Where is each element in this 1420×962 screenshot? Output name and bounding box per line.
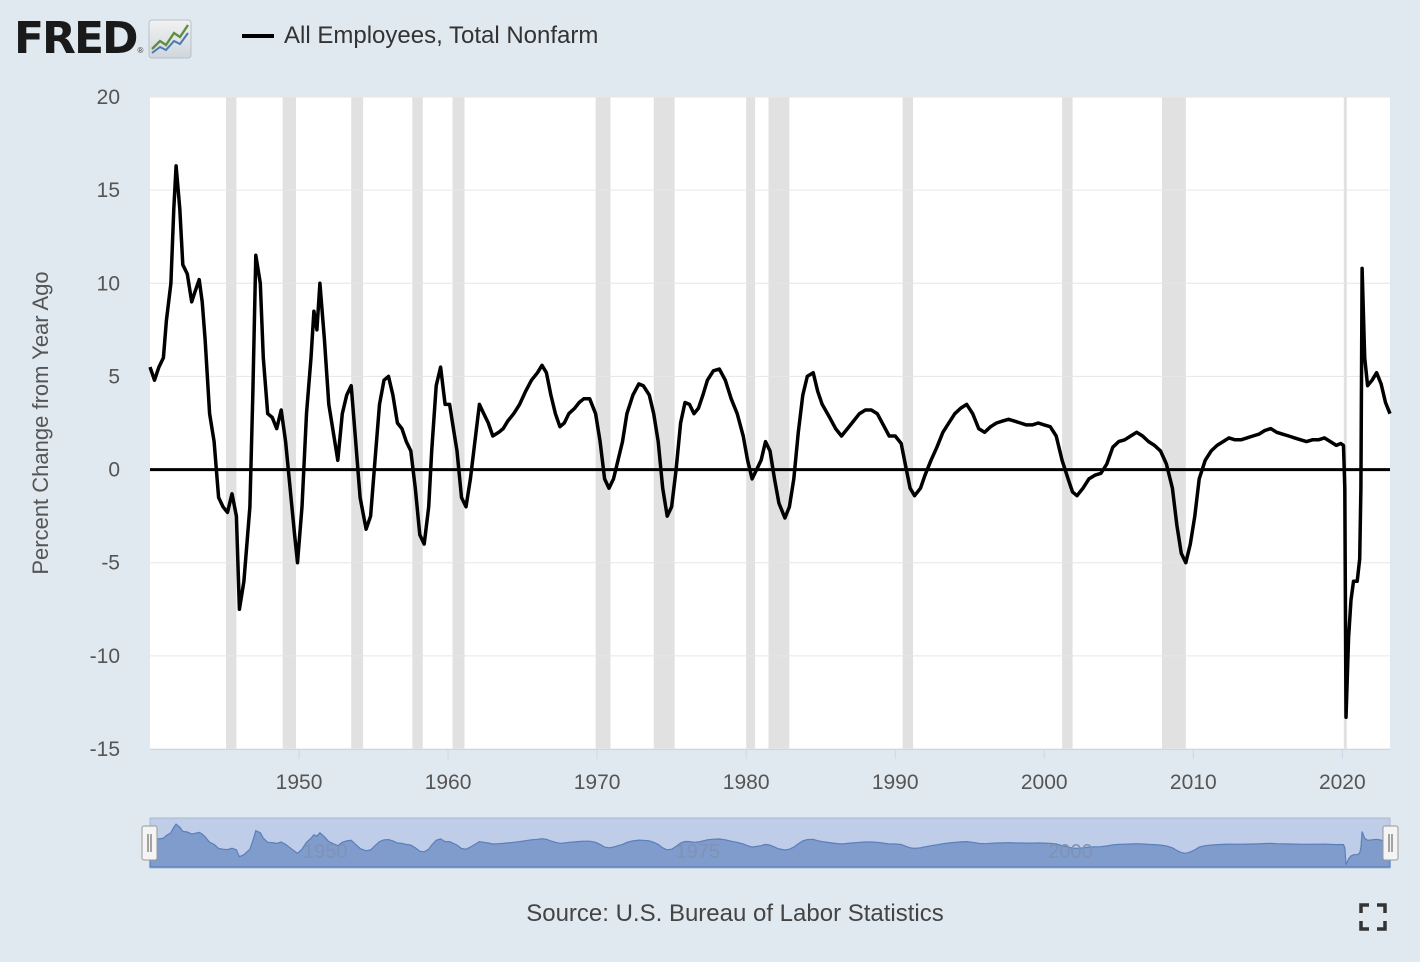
y-tick-label: 15	[97, 179, 120, 202]
x-tick-label: 2010	[1170, 771, 1217, 794]
y-axis-ticks: 20 15 10 5 0 -5 -10 -15	[90, 86, 120, 761]
recession-band	[595, 97, 611, 749]
recession-band	[282, 97, 297, 749]
legend-line-swatch	[242, 34, 274, 38]
recession-band	[1062, 97, 1073, 749]
navigator-series	[149, 823, 1391, 868]
recession-band	[1161, 97, 1186, 749]
fred-logo[interactable]: FRED ®	[14, 17, 192, 61]
legend-series-label: All Employees, Total Nonfarm	[284, 22, 599, 49]
y-tick-label: 0	[108, 459, 120, 482]
navigator-area	[149, 823, 1391, 868]
series-line-group	[148, 164, 1392, 720]
y-axis-title: Percent Change from Year Ago	[28, 271, 53, 574]
recession-band	[746, 97, 756, 749]
x-tick-label: 1960	[425, 771, 472, 794]
range-navigator[interactable]: 1950 1975 2000	[141, 817, 1399, 869]
chart-header: FRED ®	[14, 14, 192, 64]
y-tick-label: 10	[97, 272, 120, 295]
navigator-left-handle[interactable]	[141, 825, 158, 861]
recession-band	[351, 97, 364, 749]
fullscreen-icon	[1359, 903, 1387, 931]
source-note: Source: U.S. Bureau of Labor Statistics	[526, 900, 944, 927]
x-tick-label: 1970	[574, 771, 621, 794]
recession-band	[226, 97, 237, 749]
registered-mark: ®	[137, 46, 144, 55]
navigator-right-handle[interactable]	[1382, 825, 1399, 861]
recession-band	[768, 97, 790, 749]
series-line	[148, 164, 1392, 720]
x-tick-label: 1980	[723, 771, 770, 794]
recession-band	[653, 97, 675, 749]
recession-bands	[226, 97, 1347, 749]
x-tick-label: 1950	[276, 771, 323, 794]
x-tick-label: 2020	[1319, 771, 1366, 794]
y-tick-label: -5	[101, 552, 120, 575]
x-tick-label: 1990	[872, 771, 919, 794]
recession-band	[412, 97, 423, 749]
grid-lines	[150, 96, 1390, 750]
y-tick-label: 5	[108, 365, 120, 388]
x-axis-ticks: 1950 1960 1970 1980 1990 2000 2010 2020	[276, 749, 1366, 794]
fullscreen-button[interactable]	[1358, 902, 1388, 932]
navigator-labels: 1950 1975 2000	[303, 841, 1093, 863]
navigator-tick-label: 1950	[303, 841, 348, 863]
navigator-tick-label: 2000	[1048, 841, 1093, 863]
y-tick-label: -10	[90, 645, 120, 668]
y-tick-label: -15	[90, 738, 120, 761]
navigator-tick-label: 1975	[676, 841, 721, 863]
line-graph-icon	[148, 19, 192, 59]
chart-legend: All Employees, Total Nonfarm	[242, 22, 598, 50]
recession-band	[902, 97, 914, 749]
x-tick-label: 2000	[1021, 771, 1068, 794]
y-tick-label: 20	[97, 86, 120, 109]
fred-wordmark: FRED	[14, 13, 139, 64]
recession-band	[1343, 97, 1347, 749]
recession-band	[452, 97, 465, 749]
